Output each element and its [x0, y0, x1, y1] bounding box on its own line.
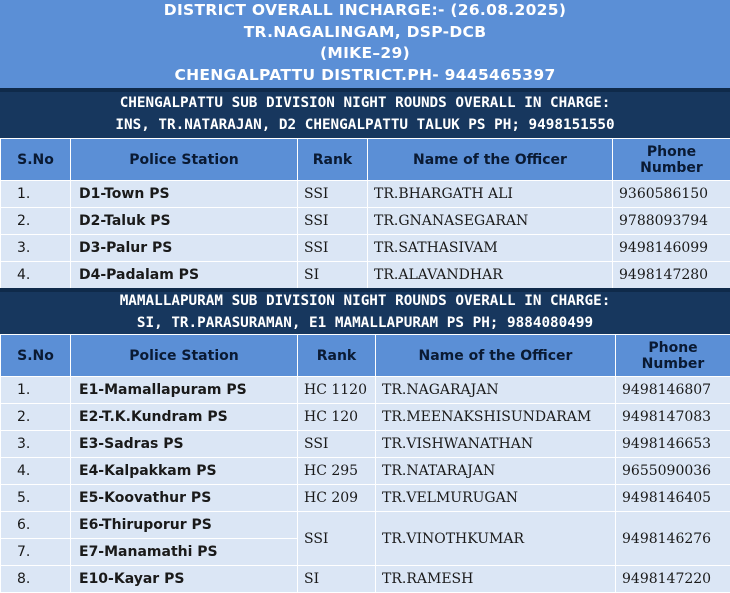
table-row: 5. E5-Koovathur PS HC 209 TR.VELMURUGAN … — [1, 485, 730, 512]
header-line-4: CHENGALPATTU DISTRICT.PH- 9445465397 — [0, 65, 730, 87]
col-sno: S.No — [1, 335, 71, 377]
table-row: 2. D2-Taluk PS SSI TR.GNANASEGARAN 97880… — [1, 208, 730, 235]
section1-title-band: CHENGALPATTU SUB DIVISION NIGHT ROUNDS O… — [0, 88, 730, 138]
col-station: Police Station — [71, 139, 298, 181]
section2-title-line-2: SI, TR.PARASURAMAN, E1 MAMALLAPURAM PS P… — [0, 312, 730, 334]
header-line-2: TR.NAGALINGAM, DSP-DCB — [0, 22, 730, 44]
col-rank: Rank — [298, 335, 376, 377]
district-incharge-header: DISTRICT OVERALL INCHARGE:- (26.08.2025)… — [0, 0, 730, 88]
table-row: 4. D4-Padalam PS SI TR.ALAVANDHAR 949814… — [1, 262, 730, 289]
section2-title-line-1: MAMALLAPURAM SUB DIVISION NIGHT ROUNDS O… — [0, 290, 730, 312]
col-rank: Rank — [298, 139, 368, 181]
section1-table: S.No Police Station Rank Name of the Off… — [0, 138, 730, 289]
section1-title-line-1: CHENGALPATTU SUB DIVISION NIGHT ROUNDS O… — [0, 92, 730, 114]
table-row: 3. D3-Palur PS SSI TR.SATHASIVAM 9498146… — [1, 235, 730, 262]
table-row: 4. E4-Kalpakkam PS HC 295 TR.NATARAJAN 9… — [1, 458, 730, 485]
table-row: 1. E1-Mamallapuram PS HC 1120 TR.NAGARAJ… — [1, 377, 730, 404]
section2-table: S.No Police Station Rank Name of the Off… — [0, 334, 730, 593]
section2-title-band: MAMALLAPURAM SUB DIVISION NIGHT ROUNDS O… — [0, 288, 730, 334]
header-line-1: DISTRICT OVERALL INCHARGE:- (26.08.2025) — [0, 0, 730, 22]
col-sno: S.No — [1, 139, 71, 181]
table-row: 1. D1-Town PS SSI TR.BHARGATH ALI 936058… — [1, 181, 730, 208]
table-row: 3. E3-Sadras PS SSI TR.VISHWANATHAN 9498… — [1, 431, 730, 458]
table-header-row: S.No Police Station Rank Name of the Off… — [1, 335, 730, 377]
table-header-row: S.No Police Station Rank Name of the Off… — [1, 139, 730, 181]
table-row: 8. E10-Kayar PS SI TR.RAMESH 9498147220 — [1, 566, 730, 593]
col-officer: Name of the Officer — [368, 139, 613, 181]
section1-title-line-2: INS, TR.NATARAJAN, D2 CHENGALPATTU TALUK… — [0, 114, 730, 136]
header-line-3: (MIKE–29) — [0, 43, 730, 65]
col-station: Police Station — [71, 335, 298, 377]
table-row: 2. E2-T.K.Kundram PS HC 120 TR.MEENAKSHI… — [1, 404, 730, 431]
table-row: 6. E6-Thiruporur PS SSI TR.VINOTHKUMAR 9… — [1, 512, 730, 539]
col-officer: Name of the Officer — [376, 335, 616, 377]
